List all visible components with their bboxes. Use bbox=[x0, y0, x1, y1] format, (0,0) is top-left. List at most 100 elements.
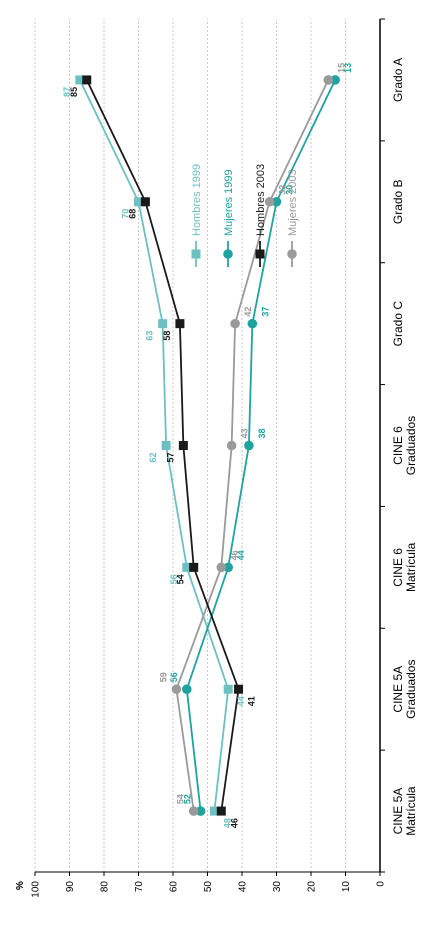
point-marker bbox=[226, 440, 237, 451]
legend-marker bbox=[287, 249, 297, 259]
category-label-line: CINE 6 bbox=[391, 548, 405, 587]
legend: Mujeres 2003 Hombres 2003 Mujeres 1999 Homb… bbox=[191, 164, 299, 267]
point-marker bbox=[178, 441, 188, 450]
point-marker bbox=[230, 318, 240, 329]
category-label-line: CINE 6 bbox=[391, 426, 405, 465]
y-tick-label: 70 bbox=[134, 881, 145, 893]
data-label: 56 bbox=[169, 672, 179, 682]
data-label: 62 bbox=[148, 452, 158, 462]
category-label-line: CINE 5A bbox=[391, 788, 405, 835]
point-marker bbox=[161, 441, 171, 450]
data-label: 41 bbox=[247, 696, 257, 706]
category-label: CINE 5AMatrícula bbox=[391, 786, 418, 836]
y-tick-label: 60 bbox=[169, 881, 180, 893]
grid-layer bbox=[34, 19, 346, 872]
y-tick-label: 0 bbox=[376, 881, 387, 887]
point-marker bbox=[182, 562, 192, 572]
y-tick-label: 80 bbox=[100, 881, 111, 893]
point-marker bbox=[330, 75, 340, 85]
category-label-line: Graduados bbox=[404, 416, 418, 475]
category-label-line: Matrícula bbox=[404, 786, 418, 836]
point-marker bbox=[188, 806, 199, 816]
data-label: 56 bbox=[169, 574, 179, 584]
data-label: 63 bbox=[145, 331, 155, 341]
y-tick-label: 90 bbox=[65, 881, 76, 893]
category-label: Grado B bbox=[391, 179, 405, 224]
legend-marker bbox=[255, 249, 265, 259]
category-label-line: CINE 5A bbox=[391, 666, 405, 713]
point-marker bbox=[171, 684, 182, 695]
y-tick-label: 10 bbox=[341, 881, 352, 893]
data-label: 54 bbox=[176, 574, 186, 584]
legend-label: Hombres 1999 bbox=[191, 164, 203, 236]
data-label: 70 bbox=[121, 209, 131, 219]
data-label: 48 bbox=[222, 818, 232, 828]
point-marker bbox=[223, 562, 233, 573]
data-label: 58 bbox=[162, 331, 172, 341]
y-tick-label: 100 bbox=[31, 881, 42, 898]
category-label: CINE 6Matrícula bbox=[391, 542, 418, 592]
legend-marker bbox=[223, 249, 233, 259]
point-marker bbox=[140, 197, 150, 207]
data-label: 37 bbox=[260, 307, 270, 317]
data-label: 15 bbox=[336, 63, 346, 73]
legend-label: Mujeres 2003 bbox=[287, 169, 299, 236]
point-marker bbox=[189, 562, 199, 572]
category-label-line: Grado A bbox=[391, 58, 405, 102]
data-label: 46 bbox=[229, 550, 239, 560]
category-label-line: Graduados bbox=[404, 660, 418, 719]
category-label: Grado A bbox=[391, 58, 405, 102]
point-marker bbox=[323, 75, 334, 85]
category-label-line: Grado B bbox=[391, 179, 405, 224]
category-label: CINE 6Graduados bbox=[391, 416, 418, 475]
y-tick-labels: 0 10 20 30 40 50 60 70 80 90 100 bbox=[31, 881, 387, 898]
data-label: 42 bbox=[243, 307, 253, 317]
point-marker bbox=[175, 319, 185, 329]
series-line-3 bbox=[79, 79, 230, 812]
data-label: 59 bbox=[158, 672, 168, 682]
data-label: 68 bbox=[127, 209, 137, 219]
point-marker bbox=[75, 75, 85, 85]
legend-label: Mujeres 1999 bbox=[223, 169, 235, 236]
data-label: 44 bbox=[236, 696, 246, 706]
data-label: 43 bbox=[240, 428, 250, 438]
point-marker bbox=[271, 196, 282, 207]
point-marker bbox=[234, 684, 244, 694]
point-marker bbox=[216, 806, 226, 816]
point-marker bbox=[264, 196, 275, 207]
point-marker bbox=[195, 806, 206, 816]
data-label: 44 bbox=[236, 550, 246, 560]
data-label: 52 bbox=[183, 794, 193, 804]
data-label: 46 bbox=[229, 818, 239, 828]
data-label: 57 bbox=[165, 452, 175, 462]
point-marker bbox=[244, 440, 254, 451]
point-marker bbox=[216, 562, 227, 573]
category-label: CINE 5AGraduados bbox=[391, 660, 418, 719]
axes-layer bbox=[34, 18, 385, 876]
point-marker bbox=[134, 197, 143, 207]
category-label-line: Grado C bbox=[391, 301, 405, 347]
data-label: 32 bbox=[278, 185, 288, 195]
data-label: 85 bbox=[69, 87, 79, 97]
data-label: 54 bbox=[176, 794, 186, 804]
point-marker bbox=[158, 319, 168, 329]
point-marker bbox=[182, 684, 192, 695]
legend-label: Hombres 2003 bbox=[255, 164, 267, 236]
y-tick-label: 30 bbox=[272, 881, 283, 893]
data-label: 30 bbox=[285, 185, 295, 195]
y-tick-label: 50 bbox=[203, 881, 214, 893]
y-axis-label: % bbox=[15, 881, 26, 890]
legend-marker bbox=[191, 249, 201, 259]
data-labels: 54 59 46 43 42 32 15 46 41 54 57 58 68 85 52 56 44 38 37 30… bbox=[62, 63, 353, 828]
data-label: 38 bbox=[257, 428, 267, 438]
category-label: Grado C bbox=[391, 301, 405, 347]
data-label: 13 bbox=[343, 63, 353, 73]
category-label-line: Matrícula bbox=[404, 542, 418, 592]
point-marker bbox=[209, 806, 219, 816]
y-tick-label: 20 bbox=[307, 881, 318, 893]
point-marker bbox=[82, 75, 92, 85]
y-tick-label: 40 bbox=[238, 881, 249, 893]
